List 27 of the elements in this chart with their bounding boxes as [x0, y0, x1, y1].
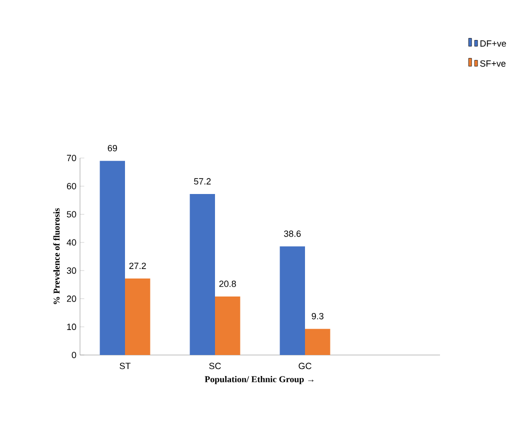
data-label: 69 — [108, 144, 117, 152]
data-label: 9.3 — [312, 312, 324, 320]
data-label: 20.8 — [219, 280, 236, 287]
y-tick-label: 20 — [66, 296, 76, 302]
data-label: 38.6 — [284, 230, 301, 237]
data-label: 27.2 — [129, 262, 146, 269]
y-tick-label: 10 — [67, 324, 76, 330]
y-tick-label: 50 — [66, 211, 76, 218]
y-tick-label: 40 — [66, 239, 76, 246]
y-axis-title: % Prevelence of fluorosis — [53, 208, 60, 304]
x-tick-label: ST — [120, 362, 131, 370]
x-tick-label: GC — [298, 362, 312, 370]
y-tick-label: 0 — [72, 352, 76, 358]
y-tick-label: 60 — [66, 182, 76, 190]
x-axis-title: Population/ Ethnic Group → — [204, 376, 314, 384]
data-label: 57.2 — [194, 178, 211, 185]
bar — [215, 296, 240, 355]
bar — [100, 160, 125, 355]
bar — [305, 328, 330, 355]
x-tick-label: SC — [209, 362, 221, 370]
bar — [280, 246, 305, 355]
legend-label: SF+ve — [480, 60, 506, 67]
y-tick-label: 70 — [66, 154, 76, 162]
bar — [190, 194, 215, 355]
y-tick-label: 30 — [66, 267, 76, 274]
bar — [125, 278, 150, 355]
legend-label: DF+ve — [480, 40, 506, 47]
